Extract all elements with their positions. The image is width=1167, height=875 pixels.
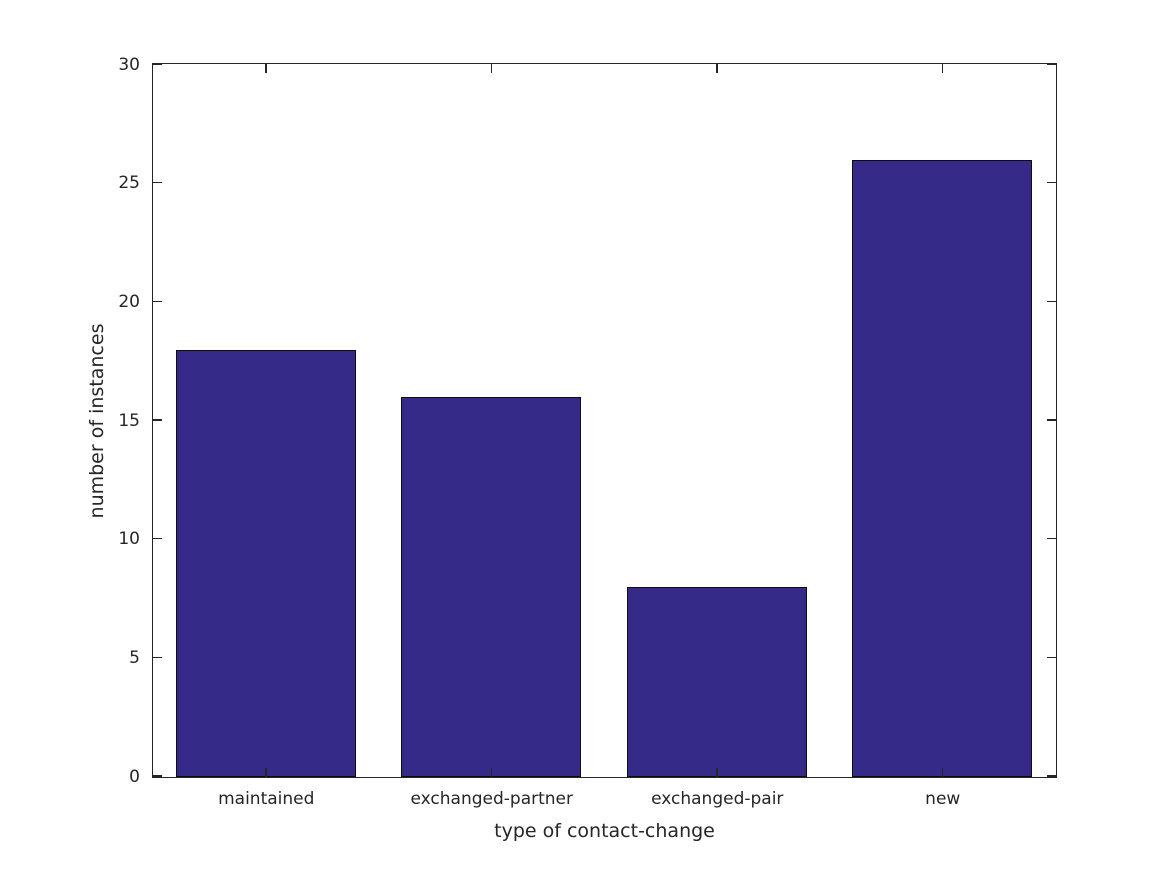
y-tick-label: 30 (118, 54, 140, 75)
y-tick-mark-right (1047, 775, 1056, 777)
y-tick-mark-right (1047, 300, 1056, 303)
x-tick-mark-top (941, 64, 943, 73)
x-tick-label: exchanged-partner (410, 789, 574, 809)
y-tick-mark (153, 656, 162, 659)
y-tick-label: 15 (118, 410, 140, 431)
bar-exchanged-partner (401, 397, 582, 777)
x-tick-label: new (925, 789, 961, 809)
bar-maintained (175, 349, 356, 777)
y-tick-mark (153, 181, 162, 184)
y-tick-label: 25 (118, 173, 140, 194)
y-tick-label: 0 (129, 766, 140, 787)
y-tick-label: 5 (129, 647, 140, 668)
y-tick-mark (153, 419, 162, 421)
y-tick-mark (153, 537, 162, 540)
x-tick-label: exchanged-pair (651, 789, 784, 809)
x-tick-label: maintained (218, 789, 315, 809)
y-tick-mark (153, 63, 162, 65)
y-tick-mark-right (1047, 656, 1056, 659)
y-tick-mark (153, 775, 162, 777)
y-tick-label: 10 (118, 529, 140, 550)
x-tick-mark (716, 768, 718, 777)
y-axis-label: number of instances (86, 323, 108, 518)
y-tick-mark-right (1047, 419, 1056, 421)
y-tick-mark (153, 300, 162, 303)
x-tick-mark-top (716, 64, 718, 73)
x-axis-label: type of contact-change (494, 820, 715, 842)
x-tick-mark-top (265, 64, 267, 73)
bar-exchanged-pair (626, 587, 807, 777)
y-tick-mark-right (1047, 181, 1056, 184)
x-tick-mark (941, 768, 943, 777)
x-tick-mark-top (490, 64, 492, 73)
x-tick-mark (490, 768, 492, 777)
plot-area (152, 63, 1057, 778)
y-tick-label: 20 (118, 291, 140, 312)
x-tick-mark (265, 768, 267, 777)
y-tick-mark-right (1047, 63, 1056, 65)
y-tick-mark-right (1047, 537, 1056, 540)
bar-new (852, 159, 1033, 777)
